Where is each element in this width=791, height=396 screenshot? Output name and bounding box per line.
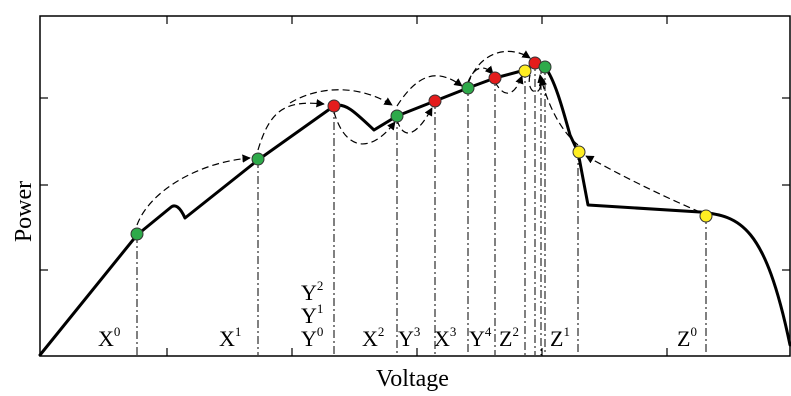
vertical-guides xyxy=(136,63,707,355)
power-voltage-curve xyxy=(38,61,791,357)
label-x2: X2 xyxy=(362,324,385,351)
point-x1-green xyxy=(251,152,265,166)
point-y4-red xyxy=(488,71,502,85)
point-x3-green xyxy=(461,81,475,95)
x-ticks-top xyxy=(166,16,668,24)
arrow-y3-x3-upper xyxy=(396,75,463,107)
label-x3: X3 xyxy=(434,324,457,351)
y-ticks-right xyxy=(782,97,790,271)
point-y3-red xyxy=(428,94,442,108)
label-y1: Y1 xyxy=(301,301,324,328)
x-axis-title: Voltage xyxy=(376,366,449,392)
point-z1-yellow xyxy=(572,145,586,159)
search-trajectories xyxy=(136,50,701,226)
point-y0-red xyxy=(327,99,341,113)
y-axis-title: Power xyxy=(11,180,38,243)
label-y2: Y2 xyxy=(301,278,324,305)
label-z1: Z1 xyxy=(550,324,570,351)
point-z2-yellow xyxy=(518,64,532,78)
point-peak-green xyxy=(538,60,552,74)
arrow-x1-y0 xyxy=(257,99,325,151)
point-x2-green xyxy=(390,109,404,123)
label-y4: Y4 xyxy=(469,324,492,351)
arrow-x0-x1 xyxy=(136,154,251,226)
x-ticks-bottom xyxy=(166,348,668,356)
arrow-x2-y3 xyxy=(396,107,433,134)
operating-points xyxy=(130,56,713,241)
label-x1: X1 xyxy=(219,324,242,351)
arrow-z1-peak xyxy=(538,77,579,146)
point-z0-yellow xyxy=(699,209,713,223)
label-z0: Z0 xyxy=(677,324,697,351)
label-x0: X0 xyxy=(98,324,121,351)
arrow-y4-peak xyxy=(494,75,524,94)
plot-frame xyxy=(39,15,791,357)
label-z2: Z2 xyxy=(499,324,519,351)
arrow-y4-z2 xyxy=(467,50,531,85)
point-x0-green xyxy=(130,227,144,241)
label-y3: Y3 xyxy=(398,324,421,351)
y-ticks-left xyxy=(40,97,48,271)
arrow-y0-x2-upper xyxy=(289,89,393,106)
arrow-z0-z1 xyxy=(585,155,701,213)
label-y0: Y0 xyxy=(301,324,324,351)
arrow-y0-x2-lower xyxy=(333,111,396,145)
